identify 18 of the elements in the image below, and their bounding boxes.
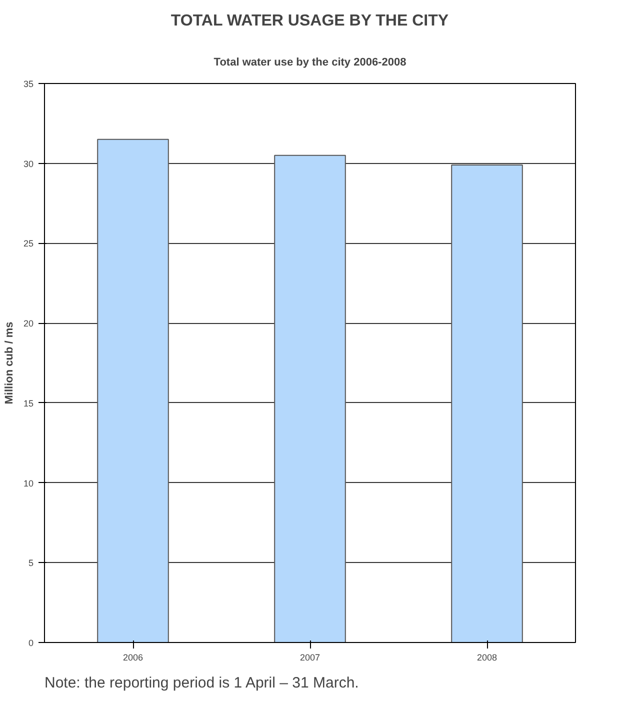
y-tick-label: 15 [23, 398, 34, 408]
bar [274, 154, 346, 642]
y-tick-label: 20 [23, 318, 34, 329]
x-tick-label: 2006 [122, 652, 144, 662]
y-axis-title: Million cub / ms [3, 322, 16, 404]
y-tick-label: 5 [28, 558, 34, 568]
y-tick-label: 25 [23, 238, 34, 249]
y-tick-label: 10 [23, 478, 34, 488]
bar [97, 138, 169, 642]
x-tick-label: 2007 [300, 652, 320, 662]
x-tick-label: 2008 [476, 652, 498, 662]
y-tick-label: 0 [28, 638, 34, 648]
y-tick-label: 30 [23, 158, 34, 169]
chart-title: TOTAL WATER USAGE BY THE CITY [170, 12, 449, 30]
text: Note: the reporting period is 1 April – 31 March. [44, 674, 359, 692]
bar [451, 164, 523, 642]
chart-subtitle: Total water use by the city 2006-2008 [214, 56, 406, 68]
y-tick-label: 35 [23, 79, 34, 89]
